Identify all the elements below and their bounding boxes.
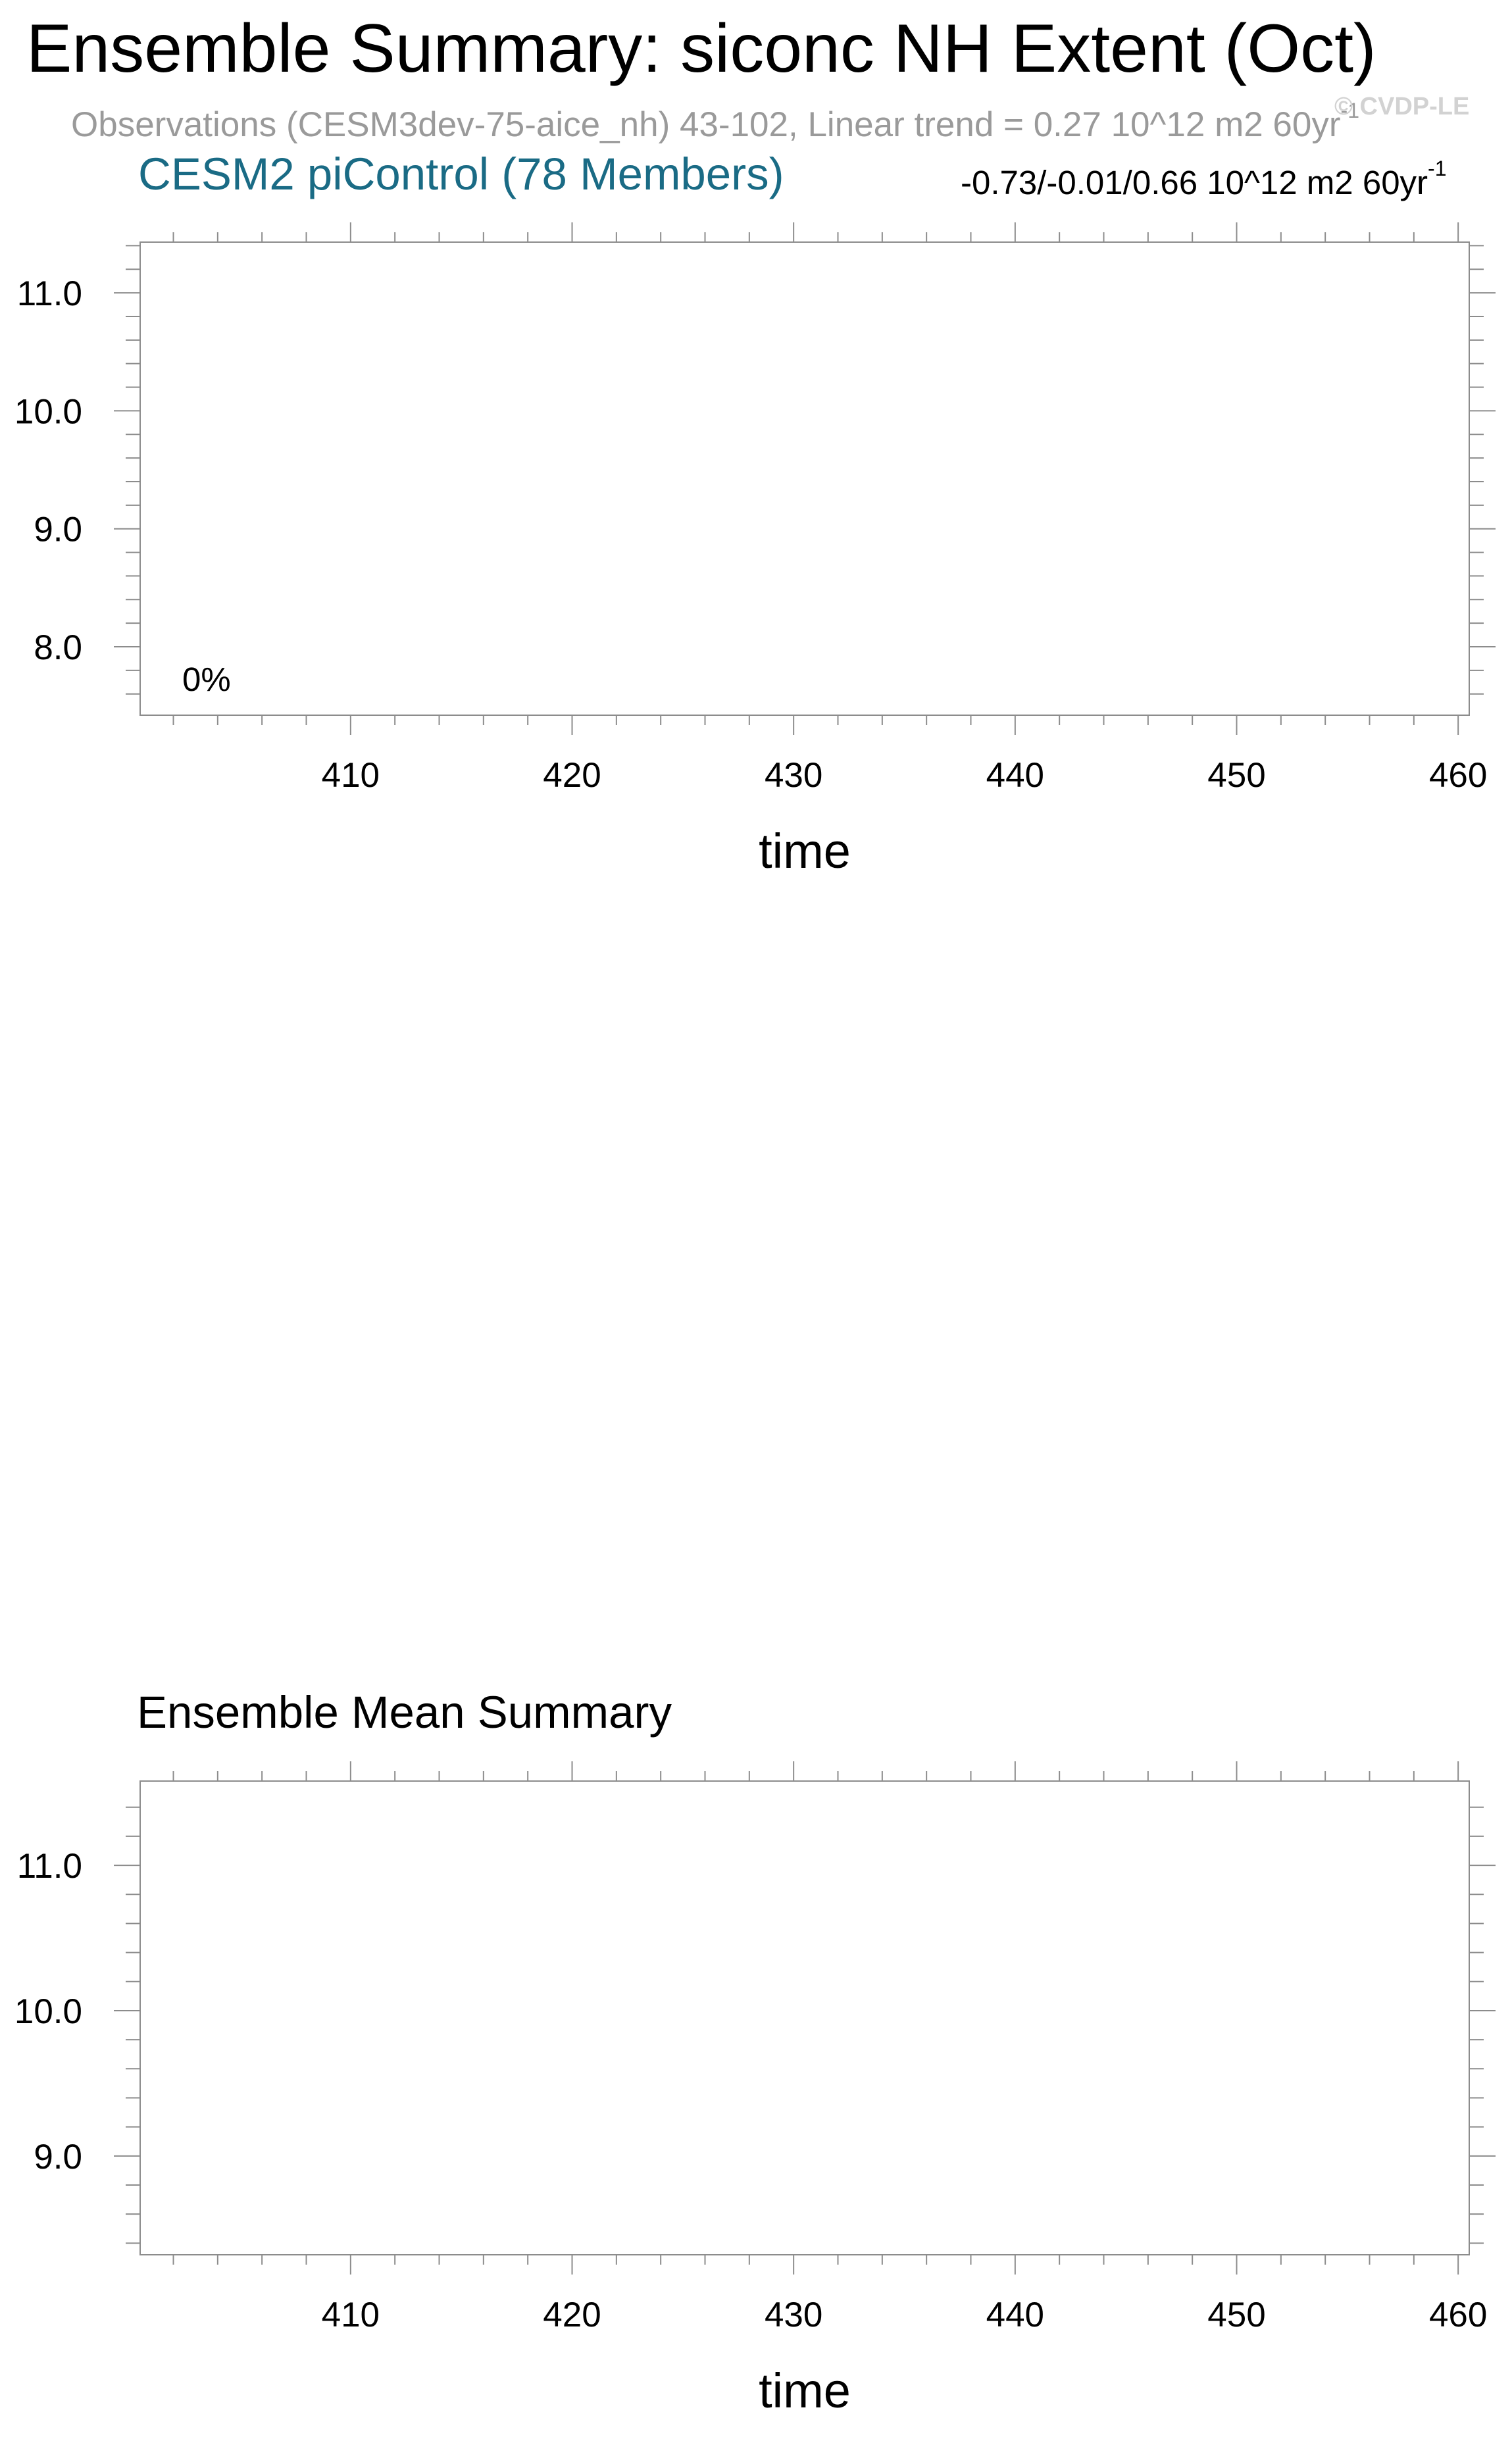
panel1-x-tick-label: 430 <box>765 756 822 795</box>
panel1-percent-annotation: 0% <box>182 661 231 698</box>
panel2-x-tick-label: 420 <box>543 2296 601 2334</box>
trend-range-text: -0.73/-0.01/0.66 10^12 m2 60yr <box>961 164 1428 201</box>
main-title: Ensemble Summary: siconc NH Extent (Oct) <box>26 11 1376 87</box>
observations-subtitle: Observations (CESM3dev-75-aice_nh) 43-10… <box>71 100 1359 142</box>
observations-text: Observations (CESM3dev-75-aice_nh) 43-10… <box>71 105 1341 144</box>
watermark-logo: © CVDP-LE <box>1334 93 1470 120</box>
panel2-title: Ensemble Mean Summary <box>137 1687 672 1738</box>
panel2-x-tick-label: 410 <box>322 2296 380 2334</box>
panel2-x-tick-label: 450 <box>1207 2296 1265 2334</box>
panel2-x-tick-label: 460 <box>1429 2296 1487 2334</box>
panel2-y-tick-label: 10.0 <box>14 1992 82 2031</box>
panel1-plot-frame <box>139 241 1470 716</box>
panel2-y-tick-label: 9.0 <box>34 2138 82 2176</box>
panel2-x-axis-title: time <box>759 2363 851 2418</box>
panel1-y-tick-label: 8.0 <box>34 628 82 667</box>
panel1-x-tick-label: 420 <box>543 756 601 795</box>
panel1-x-tick-label: 410 <box>322 756 380 795</box>
panel1-x-axis-title: time <box>759 824 851 878</box>
observations-exponent: -1 <box>1340 99 1359 122</box>
panel1-x-tick-label: 450 <box>1207 756 1265 795</box>
panel1-y-tick-label: 9.0 <box>34 511 82 549</box>
panel2-plot-frame <box>139 1780 1470 2255</box>
panel1-y-tick-label: 11.0 <box>17 274 82 313</box>
trend-range-exponent: -1 <box>1428 157 1447 180</box>
trend-range-annotation: -0.73/-0.01/0.66 10^12 m2 60yr-1 <box>961 158 1447 199</box>
panel1-x-tick-label: 440 <box>986 756 1044 795</box>
panel2-y-tick-label: 11.0 <box>17 1847 82 1886</box>
panel2-x-tick-label: 440 <box>986 2296 1044 2334</box>
panel1-y-tick-label: 10.0 <box>14 392 82 431</box>
panel2-x-tick-label: 430 <box>765 2296 822 2334</box>
panel1-title: CESM2 piControl (78 Members) <box>138 149 784 199</box>
panel1-x-tick-label: 460 <box>1429 756 1487 795</box>
